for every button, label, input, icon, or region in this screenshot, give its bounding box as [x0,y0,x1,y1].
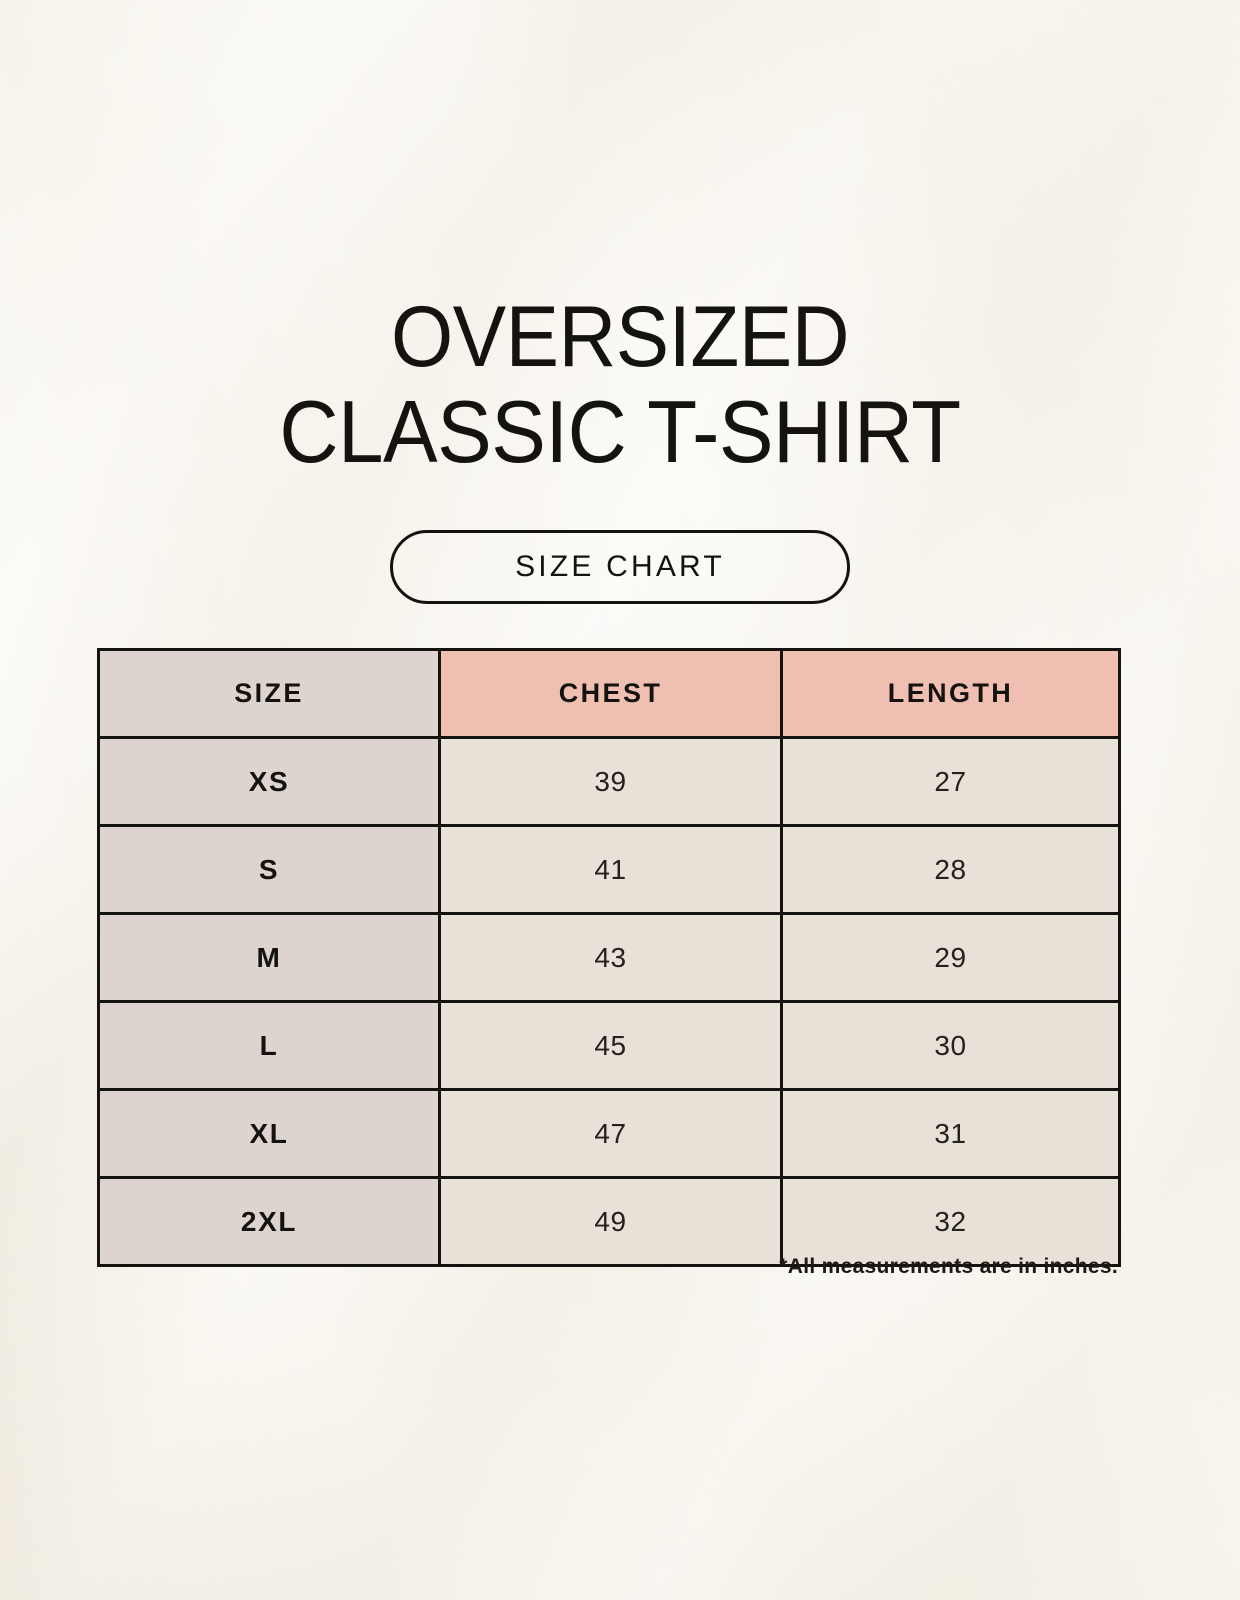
table-header-row: SIZE CHEST LENGTH [97,648,1121,739]
cell-size: L [97,1000,441,1091]
cell-chest: 41 [438,824,783,915]
column-header-size: SIZE [97,648,441,739]
cell-length: 30 [780,1000,1121,1091]
cell-chest: 45 [438,1000,783,1091]
column-header-length: LENGTH [780,648,1121,739]
cell-size: XL [97,1088,441,1179]
size-table-head: SIZE CHEST LENGTH [97,648,1121,739]
table-row: 2XL 49 32 [97,1176,1121,1267]
cell-size: M [97,912,441,1003]
cell-length: 27 [780,736,1121,827]
cell-chest: 49 [438,1176,783,1267]
cell-length: 31 [780,1088,1121,1179]
measurement-units-footnote: *All measurements are in inches. [779,1255,1118,1278]
size-chart-badge-label: SIZE CHART [515,550,725,583]
size-chart-badge-wrapper: SIZE CHART [0,530,1240,604]
title-line-primary: OVERSIZED [390,289,849,385]
table-row: L 45 30 [97,1000,1121,1091]
cell-length: 32 [780,1176,1121,1267]
cell-length: 29 [780,912,1121,1003]
title-line-secondary: CLASSIC T-SHIRT [279,381,961,481]
cell-chest: 47 [438,1088,783,1179]
size-table-wrapper: SIZE CHEST LENGTH XS 39 27 S 41 28 M [97,648,1121,1267]
cell-chest: 39 [438,736,783,827]
column-header-chest: CHEST [438,648,783,739]
table-row: XL 47 31 [97,1088,1121,1179]
cell-size: XS [97,736,441,827]
size-chart-badge: SIZE CHART [390,530,850,604]
cell-size: S [97,824,441,915]
cell-chest: 43 [438,912,783,1003]
cell-size: 2XL [97,1176,441,1267]
table-row: S 41 28 [97,824,1121,915]
table-row: M 43 29 [97,912,1121,1003]
table-row: XS 39 27 [97,736,1121,827]
page-title: OVERSIZED CLASSIC T-SHIRT [0,289,1240,481]
size-table-body: XS 39 27 S 41 28 M 43 29 L 45 30 [97,736,1121,1267]
size-table: SIZE CHEST LENGTH XS 39 27 S 41 28 M [97,648,1121,1267]
cell-length: 28 [780,824,1121,915]
